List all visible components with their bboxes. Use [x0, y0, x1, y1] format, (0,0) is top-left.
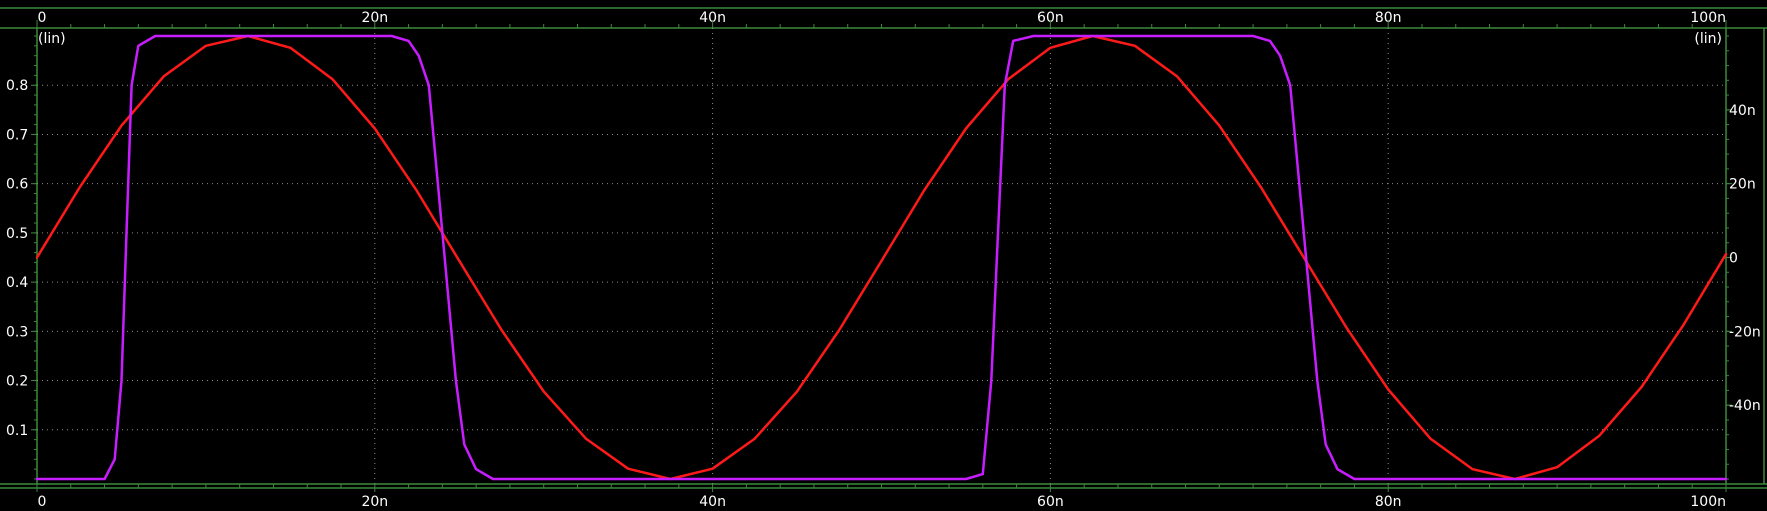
left-y-tick-label: 0.5: [6, 226, 28, 242]
top-x-tick-label: 80n: [1375, 10, 1402, 26]
top-x-tick-label: 40n: [699, 10, 726, 26]
bottom-x-tick-label: 100n: [1690, 494, 1726, 510]
left-y-tick-label: 0.7: [6, 127, 28, 143]
left-y-tick-label: 0.4: [6, 275, 28, 291]
top-x-tick-label: 60n: [1037, 10, 1064, 26]
top-x-tick-label: 0: [38, 10, 47, 26]
left-y-tick-label: 0.1: [6, 423, 28, 439]
bottom-x-tick-label: 80n: [1375, 494, 1402, 510]
left-y-tick-label: 0.3: [6, 324, 28, 340]
right-y-tick-label: 20n: [1729, 177, 1756, 193]
left-y-tick-label: 0.8: [6, 78, 28, 94]
axis-ticks: 0 0 20n 20n 40n 40n 60n 60n 80n 80n 100n 100n 0.1 0.2…: [6, 10, 1761, 510]
bottom-x-tick-label: 0: [38, 494, 47, 510]
bottom-x-tick-label: 20n: [361, 494, 388, 510]
series-layer: [35, 34, 1728, 481]
series-line-1: [35, 34, 1728, 481]
left-y-tick-label: 0.6: [6, 177, 28, 193]
left-scale-label: (lin): [38, 31, 66, 47]
right-scale-label: (lin): [1694, 31, 1722, 47]
series-line-2: [35, 34, 1728, 481]
top-x-tick-label: 100n: [1690, 10, 1726, 26]
right-y-tick-label: 40n: [1729, 103, 1756, 119]
top-time-axis: [0, 7, 1767, 29]
bottom-time-axis: [0, 483, 1767, 489]
bottom-x-tick-label: 40n: [699, 494, 726, 510]
left-y-tick-label: 0.2: [6, 374, 28, 390]
top-x-tick-label: 20n: [361, 10, 388, 26]
right-y-tick-label: 0: [1729, 251, 1738, 267]
plot-grid: [37, 28, 1726, 484]
right-y-tick-label: -20n: [1729, 324, 1761, 340]
bottom-x-tick-label: 60n: [1037, 494, 1064, 510]
right-y-tick-label: -40n: [1729, 398, 1761, 414]
